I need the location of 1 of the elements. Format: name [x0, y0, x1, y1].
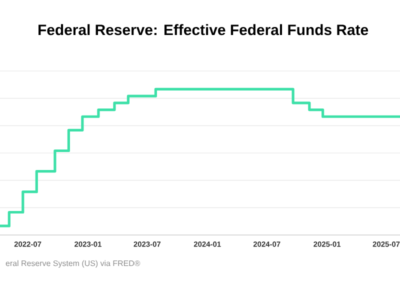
chart-title: Federal Reserve: Effective Federal Funds Rate — [38, 24, 368, 36]
